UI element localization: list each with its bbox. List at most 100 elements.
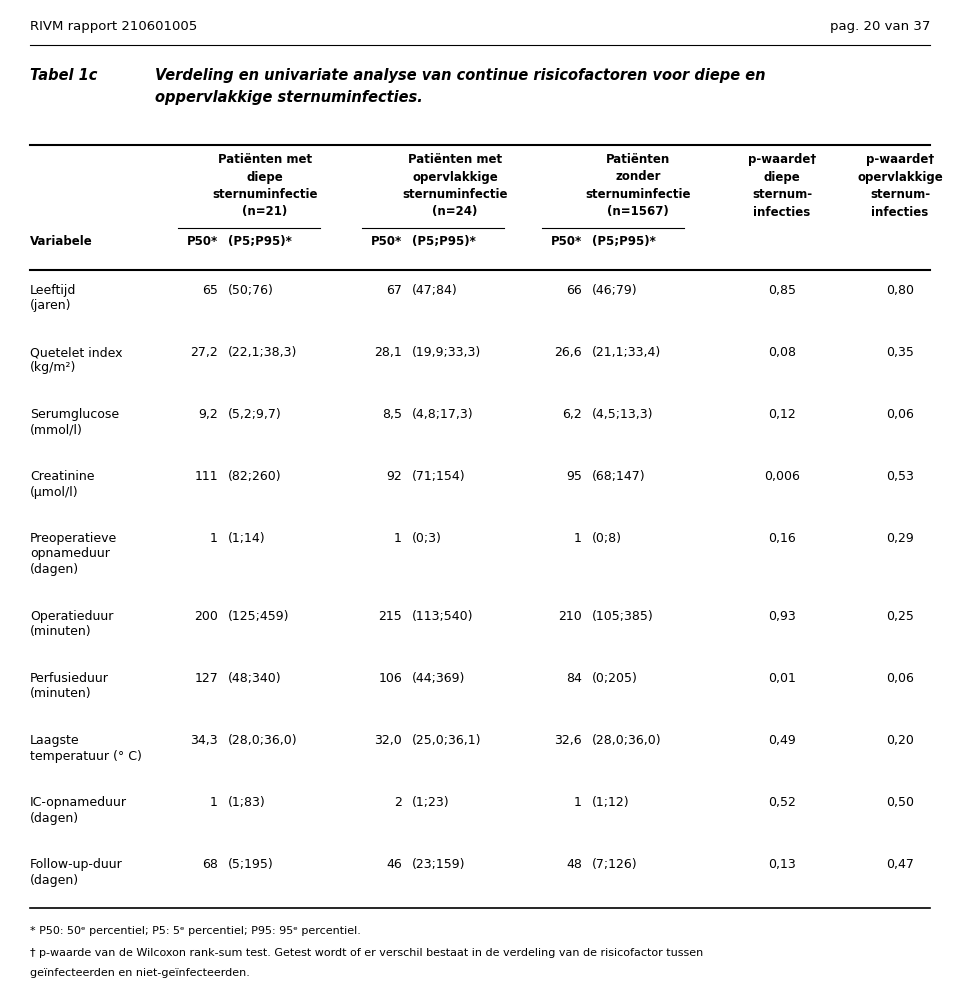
Text: 106: 106 [378, 672, 402, 685]
Text: 2: 2 [395, 796, 402, 809]
Text: Serumglucose: Serumglucose [30, 408, 119, 421]
Text: (n=24): (n=24) [432, 205, 478, 218]
Text: (minuten): (minuten) [30, 625, 91, 638]
Text: (47;84): (47;84) [412, 284, 458, 297]
Text: 0,52: 0,52 [768, 796, 796, 809]
Text: P50*: P50* [187, 235, 218, 248]
Text: (1;83): (1;83) [228, 796, 266, 809]
Text: Quetelet index: Quetelet index [30, 346, 123, 359]
Text: 1: 1 [574, 796, 582, 809]
Text: 32,0: 32,0 [374, 734, 402, 747]
Text: 1: 1 [574, 532, 582, 545]
Text: 9,2: 9,2 [199, 408, 218, 421]
Text: geïnfecteerden en niet-geïnfecteerden.: geïnfecteerden en niet-geïnfecteerden. [30, 968, 250, 978]
Text: (µmol/l): (µmol/l) [30, 485, 79, 499]
Text: (0;205): (0;205) [592, 672, 637, 685]
Text: 26,6: 26,6 [554, 346, 582, 359]
Text: 84: 84 [566, 672, 582, 685]
Text: Laagste: Laagste [30, 734, 80, 747]
Text: (46;79): (46;79) [592, 284, 637, 297]
Text: (5,2;9,7): (5,2;9,7) [228, 408, 281, 421]
Text: (minuten): (minuten) [30, 687, 91, 700]
Text: (82;260): (82;260) [228, 470, 281, 483]
Text: 1: 1 [210, 532, 218, 545]
Text: (jaren): (jaren) [30, 300, 71, 313]
Text: Operatieduur: Operatieduur [30, 610, 113, 623]
Text: 92: 92 [386, 470, 402, 483]
Text: Patiënten met: Patiënten met [408, 153, 502, 166]
Text: sternuminfectie: sternuminfectie [212, 188, 318, 201]
Text: 0,49: 0,49 [768, 734, 796, 747]
Text: (68;147): (68;147) [592, 470, 646, 483]
Text: sternuminfectie: sternuminfectie [402, 188, 508, 201]
Text: (28,0;36,0): (28,0;36,0) [228, 734, 298, 747]
Text: P50*: P50* [551, 235, 582, 248]
Text: 0,93: 0,93 [768, 610, 796, 623]
Text: temperatuur (° C): temperatuur (° C) [30, 750, 142, 763]
Text: 67: 67 [386, 284, 402, 297]
Text: 0,50: 0,50 [886, 796, 914, 809]
Text: Creatinine: Creatinine [30, 470, 94, 483]
Text: (kg/m²): (kg/m²) [30, 362, 77, 374]
Text: p-waarde†: p-waarde† [866, 153, 934, 166]
Text: (0;8): (0;8) [592, 532, 622, 545]
Text: (4,5;13,3): (4,5;13,3) [592, 408, 654, 421]
Text: 0,29: 0,29 [886, 532, 914, 545]
Text: 34,3: 34,3 [190, 734, 218, 747]
Text: * P50: 50ᵉ percentiel; P5: 5ᵉ percentiel; P95: 95ᵉ percentiel.: * P50: 50ᵉ percentiel; P5: 5ᵉ percentiel… [30, 926, 361, 936]
Text: sternum-: sternum- [752, 188, 812, 201]
Text: (23;159): (23;159) [412, 858, 466, 871]
Text: 210: 210 [559, 610, 582, 623]
Text: (105;385): (105;385) [592, 610, 654, 623]
Text: (125;459): (125;459) [228, 610, 290, 623]
Text: (21,1;33,4): (21,1;33,4) [592, 346, 661, 359]
Text: (28,0;36,0): (28,0;36,0) [592, 734, 661, 747]
Text: diepe: diepe [763, 170, 801, 183]
Text: opervlakkige: opervlakkige [857, 170, 943, 183]
Text: Variabele: Variabele [30, 235, 93, 248]
Text: (50;76): (50;76) [228, 284, 274, 297]
Text: 27,2: 27,2 [190, 346, 218, 359]
Text: 65: 65 [203, 284, 218, 297]
Text: (1;23): (1;23) [412, 796, 449, 809]
Text: Patiënten: Patiënten [606, 153, 670, 166]
Text: 111: 111 [194, 470, 218, 483]
Text: (5;195): (5;195) [228, 858, 274, 871]
Text: 0,47: 0,47 [886, 858, 914, 871]
Text: (71;154): (71;154) [412, 470, 466, 483]
Text: (22,1;38,3): (22,1;38,3) [228, 346, 298, 359]
Text: 0,16: 0,16 [768, 532, 796, 545]
Text: Tabel 1c: Tabel 1c [30, 68, 97, 83]
Text: 0,20: 0,20 [886, 734, 914, 747]
Text: 0,08: 0,08 [768, 346, 796, 359]
Text: 0,25: 0,25 [886, 610, 914, 623]
Text: 127: 127 [194, 672, 218, 685]
Text: infecties: infecties [872, 205, 928, 218]
Text: (n=21): (n=21) [242, 205, 288, 218]
Text: † p-waarde van de Wilcoxon rank-sum test. Getest wordt of er verschil bestaat in: † p-waarde van de Wilcoxon rank-sum test… [30, 948, 704, 958]
Text: pag. 20 van 37: pag. 20 van 37 [829, 20, 930, 33]
Text: RIVM rapport 210601005: RIVM rapport 210601005 [30, 20, 197, 33]
Text: zonder: zonder [615, 170, 660, 183]
Text: P50*: P50* [371, 235, 402, 248]
Text: (P5;P95)*: (P5;P95)* [592, 235, 656, 248]
Text: 1: 1 [395, 532, 402, 545]
Text: (dagen): (dagen) [30, 812, 79, 825]
Text: (dagen): (dagen) [30, 563, 79, 576]
Text: (P5;P95)*: (P5;P95)* [412, 235, 476, 248]
Text: 0,06: 0,06 [886, 672, 914, 685]
Text: Leeftijd: Leeftijd [30, 284, 77, 297]
Text: 1: 1 [210, 796, 218, 809]
Text: 66: 66 [566, 284, 582, 297]
Text: (113;540): (113;540) [412, 610, 473, 623]
Text: 0,80: 0,80 [886, 284, 914, 297]
Text: 8,5: 8,5 [382, 408, 402, 421]
Text: oppervlakkige sternuminfecties.: oppervlakkige sternuminfecties. [155, 90, 422, 105]
Text: sternum-: sternum- [870, 188, 930, 201]
Text: (19,9;33,3): (19,9;33,3) [412, 346, 481, 359]
Text: 48: 48 [566, 858, 582, 871]
Text: 32,6: 32,6 [554, 734, 582, 747]
Text: (1;14): (1;14) [228, 532, 266, 545]
Text: (1;12): (1;12) [592, 796, 630, 809]
Text: 95: 95 [566, 470, 582, 483]
